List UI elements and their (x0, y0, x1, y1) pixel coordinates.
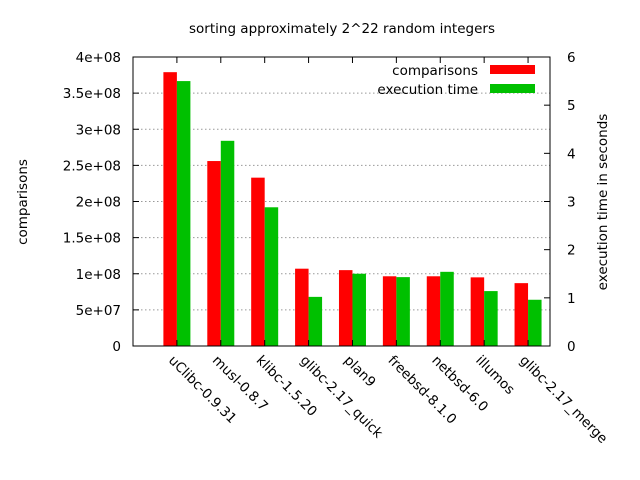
bar-comparisons (338, 270, 353, 346)
y-tick-label: 3e+08 (76, 122, 121, 138)
y2-tick-label: 2 (567, 243, 576, 259)
bar-execution-time (440, 271, 454, 346)
bar-execution-time (176, 81, 191, 346)
bar-comparisons (382, 276, 397, 346)
bar-comparisons (207, 161, 221, 346)
y2-tick-label: 0 (567, 339, 576, 355)
y-axis-label: comparisons (15, 159, 31, 245)
legend-label: execution time (377, 82, 478, 98)
bar-execution-time (484, 291, 498, 346)
bar-execution-time (308, 296, 323, 346)
bar-execution-time (352, 273, 366, 346)
x-tick-label: plan9 (341, 353, 379, 391)
y2-tick-label: 6 (567, 50, 576, 66)
y-tick-label: 1e+08 (76, 267, 121, 283)
y2-tick-label: 5 (567, 98, 576, 114)
y2-tick-label: 3 (567, 195, 576, 211)
y-tick-label: 4e+08 (76, 50, 121, 66)
y2-tick-label: 1 (567, 291, 576, 307)
y-tick-label: 0 (112, 339, 121, 355)
y2-axis-label: execution time in seconds (595, 114, 611, 291)
bar-comparisons (295, 268, 309, 346)
bar-comparisons (251, 177, 265, 346)
bar-execution-time (220, 140, 235, 346)
bars (163, 72, 542, 347)
legend: comparisons execution time (377, 63, 535, 98)
plot-frame (132, 56, 551, 347)
bar-execution-time (264, 207, 279, 346)
axes (132, 56, 551, 347)
legend-swatch (490, 65, 535, 74)
y2-tick-label: 4 (567, 146, 576, 162)
legend-swatch (490, 84, 535, 93)
x-tick-label: glibc-2.17_merge (516, 353, 610, 447)
legend-label: comparisons (392, 63, 478, 79)
y-tick-label: 2e+08 (76, 195, 121, 211)
bar-comparisons (426, 276, 441, 346)
bar-comparisons (163, 72, 177, 347)
y-tick-label: 3.5e+08 (63, 86, 121, 102)
tick-labels: 0 5e+07 1e+08 1.5e+08 2e+08 2.5e+08 3e+08 3.5e+… (63, 50, 611, 447)
y-tick-label: 5e+07 (76, 303, 121, 319)
bar-execution-time (528, 299, 542, 346)
bar-comparisons (470, 277, 485, 346)
chart-title: sorting approximately 2^22 random intege… (189, 21, 495, 37)
bar-comparisons (514, 283, 529, 346)
y-tick-label: 1.5e+08 (63, 231, 121, 247)
bar-execution-time (396, 277, 410, 346)
y-tick-label: 2.5e+08 (63, 158, 121, 174)
